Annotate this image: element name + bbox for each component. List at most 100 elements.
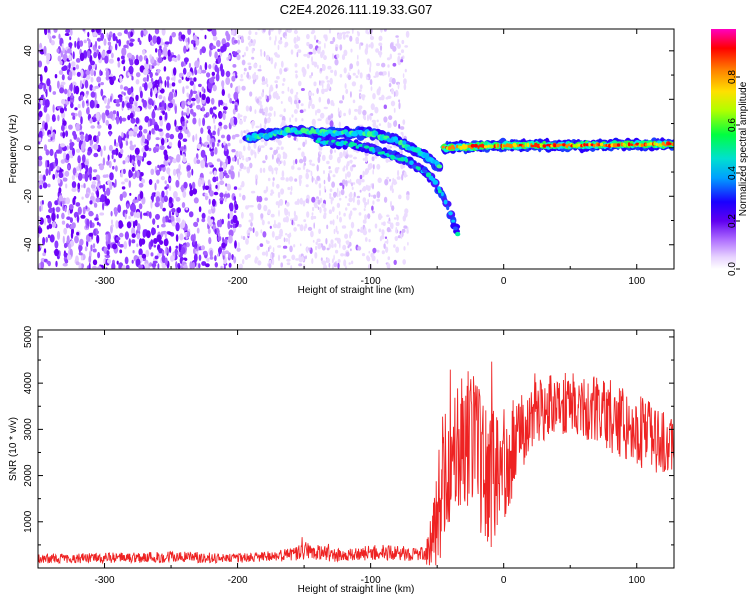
- noise-speck: [182, 138, 188, 142]
- snr-x-label: Height of straight line (km): [298, 584, 415, 595]
- noise-speck: [320, 82, 322, 86]
- noise-speck: [152, 35, 157, 44]
- noise-speck: [95, 228, 99, 235]
- noise-speck: [121, 168, 124, 178]
- noise-speck: [70, 92, 74, 99]
- noise-speck: [311, 163, 316, 167]
- noise-speck: [264, 140, 268, 146]
- noise-speck: [347, 74, 352, 81]
- noise-speck: [269, 225, 272, 229]
- noise-speck: [233, 210, 237, 214]
- noise-speck: [231, 157, 235, 162]
- noise-speck: [119, 115, 123, 124]
- noise-speck: [300, 103, 304, 107]
- noise-speck: [107, 102, 110, 106]
- noise-speck: [177, 140, 182, 149]
- noise-speck: [336, 53, 340, 59]
- noise-speck: [204, 193, 208, 196]
- noise-speck: [384, 236, 388, 239]
- noise-speck: [401, 39, 405, 45]
- noise-speck: [133, 211, 137, 218]
- noise-speck: [136, 243, 139, 248]
- noise-speck: [233, 39, 238, 44]
- noise-speck: [274, 62, 277, 67]
- noise-speck: [214, 51, 218, 59]
- noise-speck: [391, 182, 394, 189]
- noise-speck: [182, 67, 187, 75]
- noise-speck: [295, 258, 300, 261]
- noise-speck: [202, 177, 204, 187]
- noise-speck: [200, 127, 204, 134]
- noise-speck: [352, 195, 355, 203]
- noise-speck: [370, 183, 373, 188]
- noise-speck: [280, 60, 284, 68]
- noise-speck: [227, 220, 231, 230]
- noise-speck: [96, 103, 100, 109]
- spectrogram-frame: [37, 28, 675, 270]
- noise-speck: [81, 100, 85, 109]
- noise-speck: [361, 253, 366, 257]
- noise-speck: [172, 158, 178, 164]
- noise-speck: [395, 35, 399, 38]
- noise-speck: [280, 124, 283, 129]
- noise-speck: [198, 83, 202, 88]
- strong-carrier-mark: [633, 144, 637, 147]
- noise-speck: [153, 244, 157, 248]
- noise-speck: [177, 217, 181, 223]
- noise-speck: [263, 204, 268, 212]
- noise-speck: [74, 235, 79, 244]
- noise-speck: [231, 254, 234, 260]
- noise-speck: [178, 265, 181, 269]
- noise-speck: [193, 253, 198, 263]
- noise-speck: [95, 111, 100, 121]
- noise-speck: [312, 206, 315, 212]
- noise-speck: [359, 72, 363, 79]
- noise-speck: [306, 33, 310, 40]
- noise-speck: [154, 182, 157, 191]
- noise-speck: [154, 255, 159, 260]
- noise-speck: [227, 142, 231, 147]
- noise-speck: [56, 230, 61, 240]
- noise-speck: [219, 160, 222, 169]
- noise-speck: [88, 262, 91, 269]
- noise-speck: [111, 52, 114, 59]
- noise-speck: [38, 137, 42, 142]
- noise-speck: [337, 167, 340, 170]
- noise-speck: [204, 34, 207, 40]
- noise-speck: [233, 256, 237, 264]
- noise-speck: [107, 232, 111, 241]
- noise-speck: [316, 238, 321, 243]
- noise-speck: [221, 218, 224, 225]
- noise-speck: [403, 171, 407, 178]
- noise-speck: [138, 55, 143, 62]
- noise-speck: [387, 70, 390, 78]
- noise-speck: [376, 191, 381, 199]
- noise-speck: [401, 174, 404, 181]
- noise-speck: [181, 100, 186, 110]
- noise-speck: [278, 29, 281, 35]
- noise-speck: [248, 219, 253, 223]
- noise-speck: [161, 190, 165, 198]
- noise-speck: [62, 262, 68, 267]
- noise-speck: [75, 58, 81, 63]
- noise-speck: [92, 265, 97, 269]
- noise-speck: [156, 36, 161, 45]
- lower-trace-mark: [405, 158, 409, 163]
- noise-speck: [46, 225, 50, 230]
- noise-speck: [155, 137, 160, 141]
- noise-speck: [228, 252, 232, 259]
- noise-speck: [323, 170, 325, 175]
- noise-speck: [132, 198, 137, 204]
- noise-speck: [137, 37, 141, 43]
- noise-speck: [204, 185, 210, 191]
- noise-speck: [283, 160, 286, 166]
- noise-speck: [282, 151, 286, 156]
- noise-speck: [387, 220, 391, 224]
- noise-speck: [175, 245, 179, 249]
- noise-speck: [323, 207, 327, 213]
- noise-speck: [264, 112, 268, 117]
- noise-speck: [390, 200, 392, 208]
- noise-speck: [80, 255, 84, 261]
- noise-speck: [208, 198, 211, 205]
- noise-speck: [209, 77, 215, 84]
